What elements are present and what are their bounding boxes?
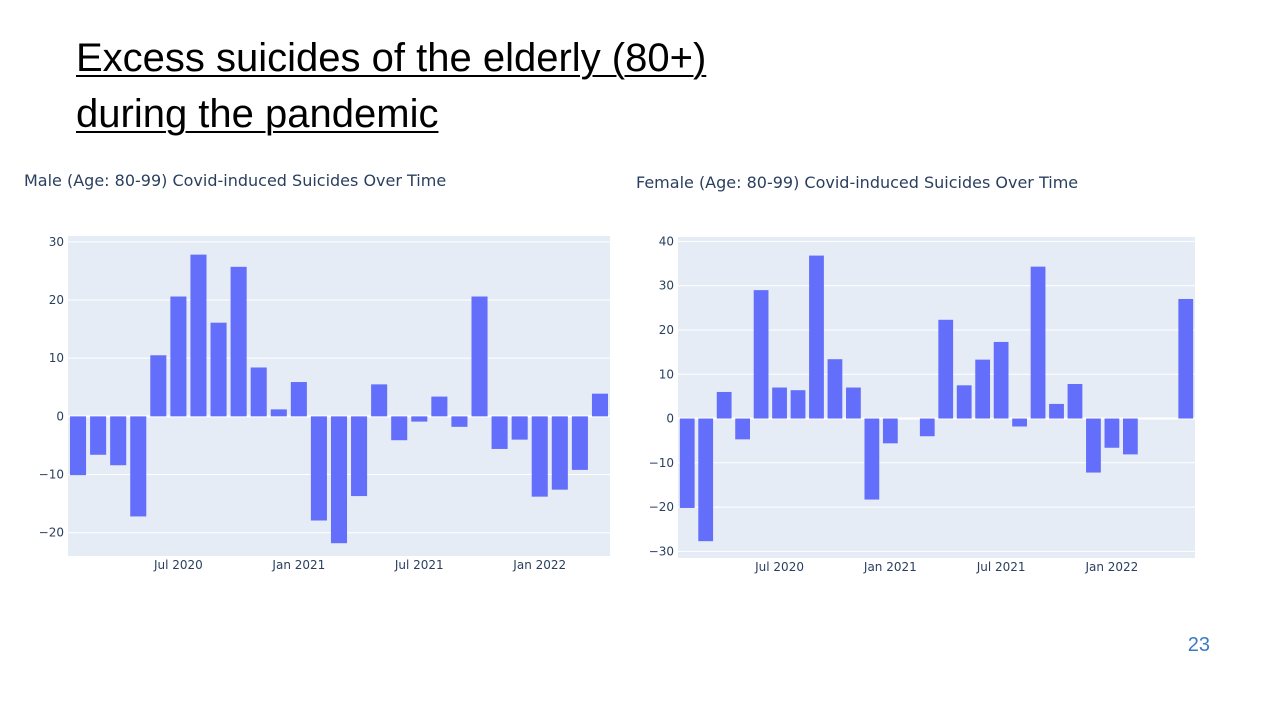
female-y-tick-label: −20: [649, 500, 674, 514]
female-bar: [679, 418, 695, 508]
female-bar: [735, 418, 751, 440]
female-y-tick-label: 30: [659, 279, 674, 293]
male-y-tick-label: −20: [39, 526, 64, 540]
male-x-tick-label: Jan 2022: [512, 558, 566, 572]
male-bar: [591, 393, 608, 417]
male-bar: [210, 322, 227, 417]
female-bar: [790, 390, 806, 419]
male-bar: [551, 416, 568, 490]
male-bar: [391, 416, 408, 441]
female-y-tick-label: 10: [659, 367, 674, 381]
female-bar: [698, 418, 714, 542]
female-bar: [975, 359, 991, 419]
female-bar: [919, 418, 935, 437]
female-x-tick-label: Jan 2022: [1084, 560, 1138, 574]
female-bar: [846, 387, 861, 419]
male-y-tick-label: 0: [56, 409, 64, 423]
female-y-tick-label: 20: [659, 323, 674, 337]
male-bar: [531, 416, 548, 497]
male-y-tick-label: 10: [49, 351, 64, 365]
male-bar: [190, 254, 207, 417]
page-number: 23: [1187, 634, 1210, 656]
male-x-tick-label: Jan 2021: [271, 558, 325, 572]
female-bar: [827, 359, 843, 419]
female-bar: [864, 418, 880, 500]
male-bar: [70, 416, 87, 476]
female-x-tick-label: Jul 2020: [754, 560, 804, 574]
male-bar: [130, 416, 147, 517]
female-y-tick-label: 0: [666, 412, 674, 426]
female-x-tick-label: Jan 2021: [863, 560, 917, 574]
male-bar: [431, 396, 448, 417]
male-chart-title: Male (Age: 80-99) Covid-induced Suicides…: [24, 171, 447, 190]
female-bar: [1104, 418, 1120, 448]
male-bar: [411, 416, 428, 422]
female-bar: [882, 418, 898, 444]
male-bar: [150, 355, 167, 417]
male-bar: [571, 416, 588, 470]
male-bar: [371, 384, 388, 417]
male-bar: [90, 416, 107, 455]
male-bar: [250, 367, 267, 417]
female-y-tick-label: 40: [659, 234, 674, 248]
female-y-tick-label: −30: [649, 544, 674, 558]
female-bar: [1067, 383, 1083, 419]
male-bar: [110, 416, 127, 466]
male-bar: [290, 382, 307, 417]
female-bar: [938, 319, 954, 419]
female-bar: [993, 341, 1009, 419]
slide-title: Excess suicides of the elderly (80+) dur…: [76, 30, 706, 142]
female-bar: [1049, 403, 1064, 419]
female-bar: [1012, 418, 1027, 427]
female-x-tick-label: Jul 2021: [976, 560, 1026, 574]
slide-title-line-1: Excess suicides of the elderly (80+): [76, 36, 707, 80]
male-y-tick-label: 20: [49, 293, 64, 307]
male-bar: [330, 416, 348, 544]
female-chart-title: Female (Age: 80-99) Covid-induced Suicid…: [636, 173, 1079, 192]
male-y-tick-label: −10: [39, 468, 64, 482]
male-bar: [471, 296, 488, 417]
female-bar: [1122, 418, 1138, 455]
male-bar: [270, 409, 287, 417]
male-x-tick-label: Jul 2021: [394, 558, 444, 572]
male-x-tick-label: Jul 2020: [153, 558, 203, 572]
slide-title-line-2: during the pandemic: [76, 92, 439, 136]
male-bar: [170, 296, 187, 417]
male-bar: [310, 416, 327, 521]
female-bar: [956, 385, 972, 419]
female-bar: [753, 290, 769, 419]
male-bar: [351, 416, 368, 497]
male-bar: [230, 266, 247, 417]
male-bar: [511, 416, 528, 440]
male-bar: [491, 416, 508, 449]
female-bar: [809, 255, 824, 419]
female-y-tick-label: −10: [649, 456, 674, 470]
female-bar: [1178, 298, 1194, 419]
male-y-tick-label: 30: [49, 235, 64, 249]
female-bar: [772, 387, 787, 419]
female-bar: [716, 391, 732, 419]
female-bar: [1086, 418, 1101, 473]
male-bar: [451, 416, 468, 427]
female-bar: [1030, 266, 1046, 419]
